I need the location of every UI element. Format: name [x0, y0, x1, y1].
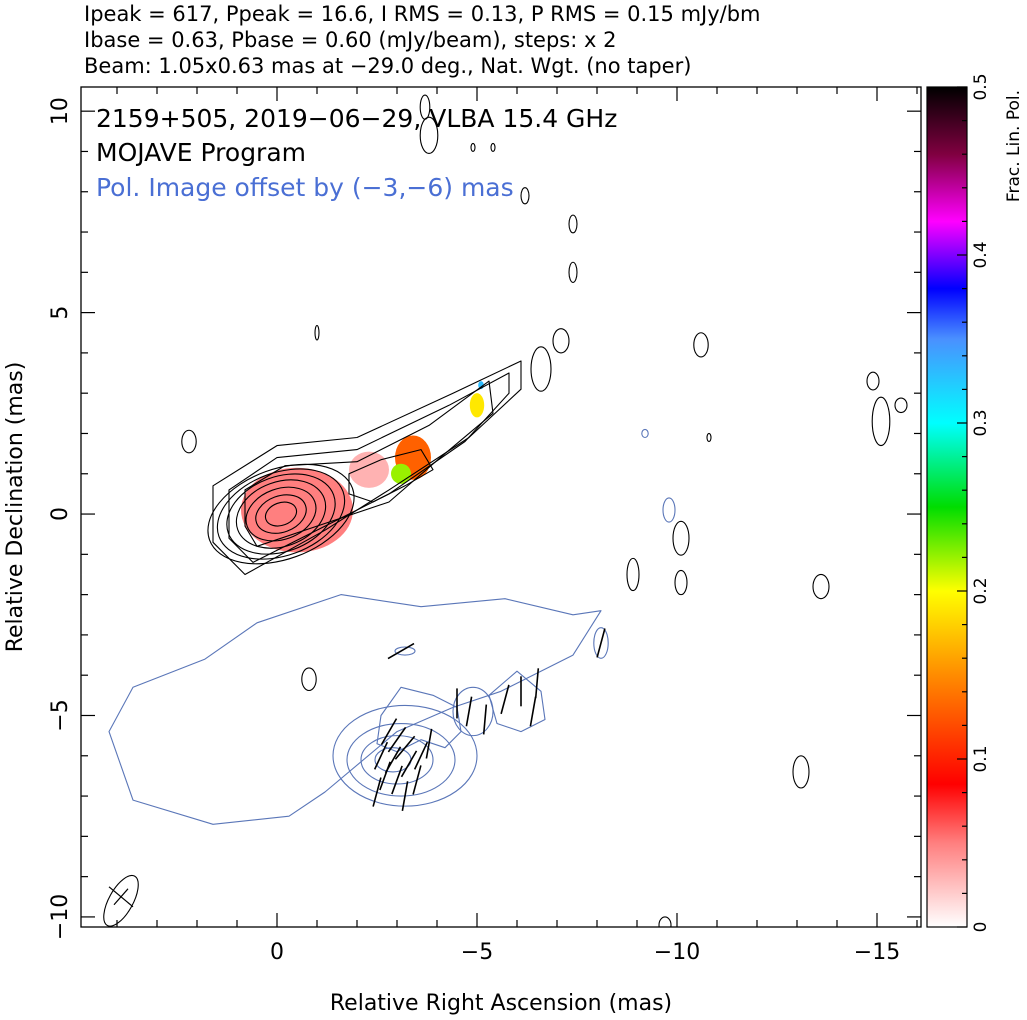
pol-contour-ellipse	[346, 722, 456, 797]
pol-contour-ellipse	[394, 646, 416, 656]
beam-minor-axis	[113, 888, 129, 906]
y-axis-title: Relative Declination (mas)	[3, 362, 28, 653]
noise-contour	[871, 396, 891, 447]
evpa-vector	[387, 642, 415, 660]
evpa-vector	[373, 741, 389, 770]
pol-contour	[488, 670, 546, 733]
noise-contour	[301, 667, 317, 692]
evpa-vector	[400, 750, 418, 778]
pol-contour-ellipse	[662, 497, 676, 523]
jet-contour	[348, 449, 434, 503]
noise-contour	[552, 328, 570, 354]
core-contour	[255, 494, 307, 534]
core-contour	[245, 486, 317, 542]
noise-contour	[520, 187, 530, 205]
pol-contour	[108, 594, 602, 825]
y-tick-label: 10	[48, 97, 73, 125]
pol-contour-ellipse	[332, 704, 478, 807]
x-axis-title: Relative Right Ascension (mas)	[330, 991, 672, 1016]
pol-contour-ellipse	[593, 627, 609, 659]
core-contour	[226, 473, 336, 555]
noise-contour	[568, 261, 578, 283]
evpa-vector	[380, 718, 398, 745]
noise-contour	[490, 142, 496, 153]
noise-contour	[812, 573, 830, 600]
jet-contour	[212, 360, 522, 576]
noise-contour	[672, 520, 690, 556]
evpa-vector	[372, 777, 382, 807]
colorbar-tick-label: 0.5	[971, 73, 991, 100]
x-tick-label: −10	[654, 940, 700, 965]
header-line-1: Ipeak = 617, Ppeak = 16.6, I RMS = 0.13,…	[84, 2, 761, 26]
noise-contour	[419, 116, 439, 155]
frac-pol-region	[349, 451, 389, 488]
y-tick-label: −5	[48, 699, 73, 731]
core-contour	[216, 468, 346, 560]
x-tick-label: −5	[461, 940, 493, 965]
evpa-vector	[391, 765, 403, 795]
noise-contour	[470, 142, 476, 153]
noise-contour	[181, 429, 197, 454]
noise-contour	[706, 432, 712, 443]
y-tick-label: 0	[48, 507, 73, 521]
evpa-vector	[412, 765, 422, 795]
core-contour	[235, 479, 327, 549]
header-line-2: Ibase = 0.63, Pbase = 0.60 (mJy/beam), s…	[84, 28, 617, 52]
noise-contour	[658, 916, 672, 927]
program-annotation: MOJAVE Program	[96, 138, 306, 167]
noise-contour	[693, 332, 709, 358]
evpa-vector	[387, 726, 407, 753]
core-contour	[264, 501, 298, 527]
evpa-vector	[534, 668, 540, 699]
pol-contour	[376, 686, 462, 753]
evpa-vector	[394, 735, 416, 760]
colorbar-tick-label: 0.1	[971, 745, 991, 772]
colorbar-tick-label: 0	[971, 922, 991, 933]
frac-pol-region	[241, 467, 353, 553]
evpa-vector	[500, 684, 510, 715]
evpa-vector	[465, 696, 473, 727]
colorbar-tick-label: 0.3	[971, 409, 991, 436]
core-contour	[207, 463, 355, 565]
beam-ellipse	[103, 874, 139, 927]
axis-layer: 0 −5 −10 −15 −10 −5 0 5 10	[48, 87, 921, 965]
evpa-vector	[401, 781, 409, 811]
colorbar-tick-label: 0.4	[971, 241, 991, 268]
header-line-3: Beam: 1.05x0.63 mas at −29.0 deg., Nat. …	[84, 54, 692, 78]
jet-contour	[228, 372, 510, 563]
colorbar-ticks: 0 0.1 0.2 0.3 0.4 0.5	[957, 73, 991, 932]
evpa-vector	[596, 628, 606, 658]
colorbar-tick-label: 0.2	[971, 577, 991, 604]
evpa-vector	[379, 761, 391, 791]
colorbar	[926, 86, 968, 928]
pol-contour-ellipse	[360, 735, 434, 785]
noise-contour	[866, 371, 880, 391]
plot-data-layer	[103, 94, 908, 927]
x-tick-label: 0	[270, 940, 284, 965]
plot-frame	[80, 86, 922, 928]
frac-pol-region	[469, 393, 485, 418]
x-tick-label: −15	[854, 940, 900, 965]
evpa-vector	[529, 696, 537, 727]
y-tick-label: 5	[48, 306, 73, 320]
jet-contour	[244, 380, 494, 547]
pol-contour-ellipse	[641, 428, 649, 439]
noise-contour	[792, 755, 810, 789]
colorbar-label: Frac. Lin. Pol.	[1004, 90, 1024, 202]
evpa-vector	[425, 728, 433, 759]
noise-contour	[626, 557, 640, 592]
source-annotation: 2159+505, 2019−06−29, VLBA 15.4 GHz	[96, 104, 617, 133]
evpa-vector	[413, 741, 429, 770]
evpa-vector	[482, 704, 488, 735]
noise-contour	[894, 397, 908, 414]
noise-contour	[674, 569, 688, 596]
offset-annotation: Pol. Image offset by (−3,−6) mas	[96, 173, 514, 202]
noise-contour	[568, 214, 578, 234]
y-tick-label: −10	[48, 894, 73, 940]
noise-contour	[314, 324, 320, 341]
noise-contour	[419, 94, 431, 120]
noise-contour	[530, 346, 552, 392]
pol-contour-ellipse	[452, 686, 494, 737]
